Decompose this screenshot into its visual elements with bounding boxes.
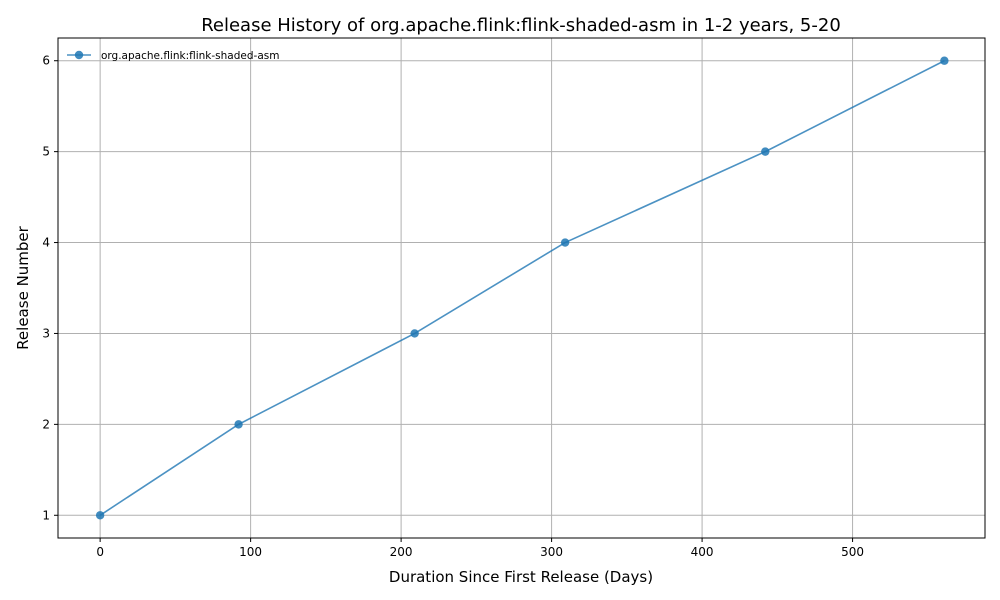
- tick-layer: 0 100 200 300 400 500 1 2 3 4 5 6: [42, 54, 864, 559]
- data-point: [761, 147, 770, 156]
- legend-marker-swatch: [74, 50, 84, 60]
- y-tick-label: 5: [42, 145, 50, 159]
- y-axis-label: Release Number: [14, 225, 32, 349]
- data-point: [560, 238, 570, 247]
- y-tick-label: 4: [42, 236, 50, 250]
- data-point: [410, 329, 419, 338]
- legend-entry-label: org.apache.flink:flink-shaded-asm: [101, 50, 279, 62]
- plot-frame: [57, 37, 986, 539]
- series-line: [99, 60, 945, 516]
- data-point: [234, 420, 243, 429]
- x-tick-label: 500: [841, 545, 864, 559]
- y-tick-label: 6: [42, 54, 50, 68]
- legend: org.apache.flink:flink-shaded-asm: [67, 50, 279, 62]
- x-tick-label: 0: [96, 545, 104, 559]
- x-tick-label: 200: [390, 545, 413, 559]
- y-tick-label: 3: [42, 326, 50, 340]
- x-axis-label: Duration Since First Release (Days): [389, 568, 653, 586]
- series-layer: [95, 56, 949, 520]
- x-tick-label: 400: [691, 545, 714, 559]
- x-tick-label: 100: [239, 545, 262, 559]
- x-tick-label: 300: [540, 545, 563, 559]
- data-point: [95, 511, 105, 520]
- grid-layer: [58, 38, 985, 538]
- y-tick-label: 2: [42, 417, 50, 431]
- chart-title: Release History of org.apache.flink:flin…: [201, 15, 841, 36]
- y-tick-label: 1: [42, 508, 50, 522]
- data-point: [940, 56, 949, 65]
